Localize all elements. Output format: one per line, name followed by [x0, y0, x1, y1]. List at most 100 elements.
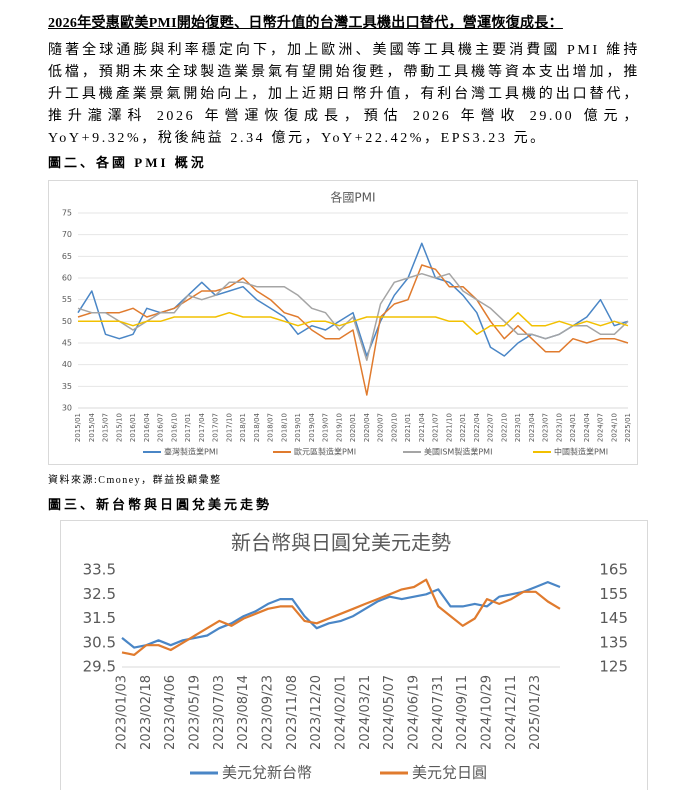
y-tick-label: 32.5	[83, 585, 116, 603]
x-tick-label: 2017/04	[198, 412, 206, 442]
x-tick-label: 2018/01	[239, 413, 247, 442]
y2-tick-label: 145	[599, 609, 628, 627]
x-tick-label: 2019/07	[322, 413, 330, 442]
legend-label: 歐元區製造業PMI	[294, 447, 356, 457]
x-tick-label: 2025/01	[624, 413, 632, 442]
legend-label: 臺灣製造業PMI	[164, 447, 218, 457]
y-tick-label: 35	[62, 382, 72, 391]
legend-label: 美元兌新台幣	[222, 764, 312, 782]
x-tick-label: 2022/01	[459, 413, 467, 442]
x-tick-label: 2024/07/31	[431, 675, 446, 750]
x-tick-label: 2015/07	[102, 413, 110, 442]
x-tick-label: 2021/04	[418, 412, 426, 442]
y2-tick-label: 135	[599, 633, 628, 651]
x-tick-label: 2022/10	[500, 413, 508, 442]
source-note: 資料來源:Cmoney，群益投顧彙整	[48, 475, 222, 486]
x-tick-label: 2023/11/08	[285, 675, 300, 750]
y-tick-label: 29.5	[83, 658, 116, 676]
x-tick-label: 2023/07/03	[212, 675, 227, 750]
y-tick-label: 31.5	[83, 609, 116, 627]
x-tick-label: 2018/04	[253, 412, 261, 442]
x-tick-label: 2023/01/03	[115, 675, 130, 750]
y-tick-label: 30	[62, 404, 72, 413]
x-tick-label: 2023/01	[514, 413, 522, 442]
x-tick-label: 2015/10	[115, 413, 123, 442]
series-line	[121, 581, 561, 649]
x-tick-label: 2023/12/20	[309, 675, 324, 750]
y-tick-label: 45	[62, 339, 72, 348]
x-tick-label: 2023/10	[555, 413, 563, 442]
x-tick-label: 2019/10	[335, 413, 343, 442]
x-tick-label: 2025/01/23	[528, 675, 543, 750]
x-tick-label: 2023/04	[528, 412, 536, 442]
x-tick-label: 2021/07	[432, 413, 440, 442]
x-tick-label: 2015/01	[74, 413, 82, 442]
x-tick-label: 2017/01	[184, 413, 192, 442]
legend-label: 美元兌日圓	[412, 764, 487, 782]
x-tick-label: 2015/04	[88, 412, 96, 442]
figure-caption: 圖二、各國 PMI 概況	[48, 155, 207, 170]
x-tick-label: 2023/05/19	[188, 675, 203, 750]
x-tick-label: 2024/06/19	[407, 675, 422, 750]
x-tick-label: 2023/02/18	[139, 675, 154, 750]
x-tick-label: 2016/10	[170, 413, 178, 442]
x-tick-label: 2023/04/06	[163, 675, 178, 750]
x-tick-label: 2024/01	[569, 413, 577, 442]
x-tick-label: 2023/07	[542, 413, 550, 442]
x-tick-label: 2024/12/11	[504, 675, 519, 750]
x-tick-label: 2017/07	[212, 413, 220, 442]
x-tick-label: 2018/10	[280, 413, 288, 442]
x-tick-label: 2019/01	[294, 413, 302, 442]
x-tick-label: 2020/07	[377, 413, 385, 442]
x-tick-label: 2016/04	[143, 412, 151, 442]
x-tick-label: 2020/04	[363, 412, 371, 442]
chart: 新台幣與日圓兌美元走勢 29.5 30.5 31.5 32.5 33.5 125 135 145…	[60, 520, 648, 790]
y2-tick-label: 155	[599, 585, 628, 603]
y-tick-label: 50	[62, 317, 72, 326]
y-tick-label: 65	[62, 252, 72, 261]
x-tick-label: 2024/10/29	[480, 675, 495, 750]
x-tick-label: 2016/01	[129, 413, 137, 442]
x-tick-label: 2020/01	[349, 413, 357, 442]
y-tick-label: 30.5	[83, 633, 116, 651]
x-tick-label: 2024/09/11	[455, 675, 470, 750]
chart-title: 新台幣與日圓兌美元走勢	[231, 531, 451, 555]
series-line	[121, 578, 561, 656]
x-tick-label: 2021/01	[404, 413, 412, 442]
x-tick-label: 2018/07	[267, 413, 275, 442]
y-tick-label: 40	[62, 360, 72, 369]
x-tick-label: 2024/03/21	[358, 675, 373, 750]
chart: 各國PMI 30 35 40 45 50 55 60 65 70 75 2015/01 2015/04 2…	[48, 180, 638, 465]
x-tick-label: 2024/04	[583, 412, 591, 442]
y-tick-label: 33.5	[83, 561, 116, 579]
x-tick-label: 2019/04	[308, 412, 316, 442]
x-tick-label: 2024/10	[610, 413, 618, 442]
x-tick-label: 2024/05/07	[382, 675, 397, 750]
y2-tick-label: 125	[599, 658, 628, 676]
x-tick-label: 2024/02/01	[334, 675, 349, 750]
figure-caption: 圖三、新台幣與日圓兌美元走勢	[48, 497, 273, 512]
paragraph: 隨著全球通膨與利率穩定向下，加上歐洲、美國等工具機主要消費國 PMI 維持低檔，…	[48, 43, 640, 146]
chart-title: 各國PMI	[330, 190, 375, 205]
x-tick-label: 2017/10	[225, 413, 233, 442]
legend-label: 美國ISM製造業PMI	[424, 447, 492, 457]
series-line	[77, 264, 629, 396]
x-tick-label: 2023/09/23	[261, 675, 276, 750]
legend-label: 中國製造業PMI	[554, 447, 608, 457]
x-tick-label: 2022/07	[487, 413, 495, 442]
y-tick-label: 55	[62, 295, 72, 304]
series-line	[77, 272, 629, 362]
y-tick-label: 75	[62, 209, 72, 218]
x-tick-label: 2021/10	[445, 413, 453, 442]
y-tick-label: 60	[62, 274, 72, 283]
x-tick-label: 2020/10	[390, 413, 398, 442]
x-tick-label: 2022/04	[473, 412, 481, 442]
title: 2026年受惠歐美PMI開始復甦、日幣升值的台灣工具機出口替代，營運恢復成長：	[48, 16, 563, 31]
series-line	[78, 311, 629, 336]
x-tick-label: 2023/08/14	[236, 675, 251, 750]
y-tick-label: 70	[62, 230, 72, 239]
x-tick-label: 2024/07	[597, 413, 605, 442]
y2-tick-label: 165	[599, 561, 628, 579]
x-tick-label: 2016/07	[157, 413, 165, 442]
